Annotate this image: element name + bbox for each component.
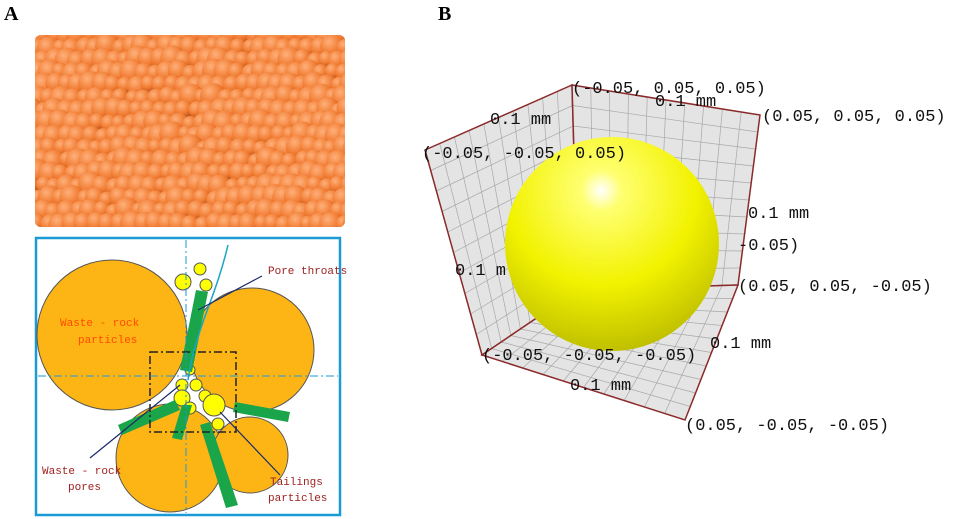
pore-throats-bars — [118, 290, 290, 508]
coord-label: 0.1 mm — [570, 377, 631, 396]
coord-label: (-0.05, -0.05, 0.05) — [422, 145, 626, 164]
wall-grid — [664, 285, 723, 414]
particle — [335, 63, 345, 81]
particle — [346, 62, 369, 85]
label: particles — [268, 493, 327, 505]
particle — [346, 90, 364, 108]
coord-label: 0.1 mm — [748, 205, 809, 224]
sphere — [505, 137, 719, 351]
particle — [347, 37, 368, 58]
particle — [263, 214, 282, 227]
label: Tailings — [270, 477, 323, 489]
particle — [346, 188, 365, 207]
wall-grid — [721, 111, 742, 286]
label: particles — [78, 335, 137, 347]
particle — [319, 212, 344, 227]
particle — [237, 212, 260, 227]
particle — [342, 211, 345, 227]
coord-label: (0.05, 0.05, 0.05) — [762, 108, 946, 127]
pointer — [89, 384, 181, 459]
flow-line — [187, 244, 229, 381]
label: pores — [68, 482, 101, 494]
panel-label: A — [4, 3, 19, 25]
label: Waste - rock — [60, 318, 140, 330]
panel-label: B — [438, 3, 451, 25]
particle — [344, 161, 345, 185]
schematic: Pore throats Waste - rock particles Wast… — [34, 236, 347, 517]
coord-label: (-0.05, -0.05, -0.05) — [482, 347, 696, 366]
coord-label: (-0.05, 0.05, 0.05) — [572, 80, 766, 99]
coord-label: 0.1 m — [455, 262, 506, 281]
particle-pack — [35, 35, 369, 227]
pointer — [197, 275, 263, 311]
label: Waste - rock — [42, 466, 122, 478]
coord-label: (0.05, -0.05, -0.05) — [685, 417, 889, 436]
coord-label: 0.1 mm — [490, 111, 551, 130]
label: Pore throats — [268, 266, 347, 278]
particle — [344, 110, 345, 133]
coord-label: -0.05) — [738, 237, 799, 256]
coord-label: (0.05, 0.05, -0.05) — [738, 278, 932, 297]
pointer — [219, 411, 281, 476]
coord-label: 0.1 mm — [655, 93, 716, 112]
coord-label: 0.1 mm — [710, 335, 771, 354]
particle — [180, 215, 200, 227]
particle — [342, 136, 345, 162]
box-labels: (-0.05, 0.05, 0.05) 0.1 mm (0.05, 0.05, … — [422, 80, 946, 436]
